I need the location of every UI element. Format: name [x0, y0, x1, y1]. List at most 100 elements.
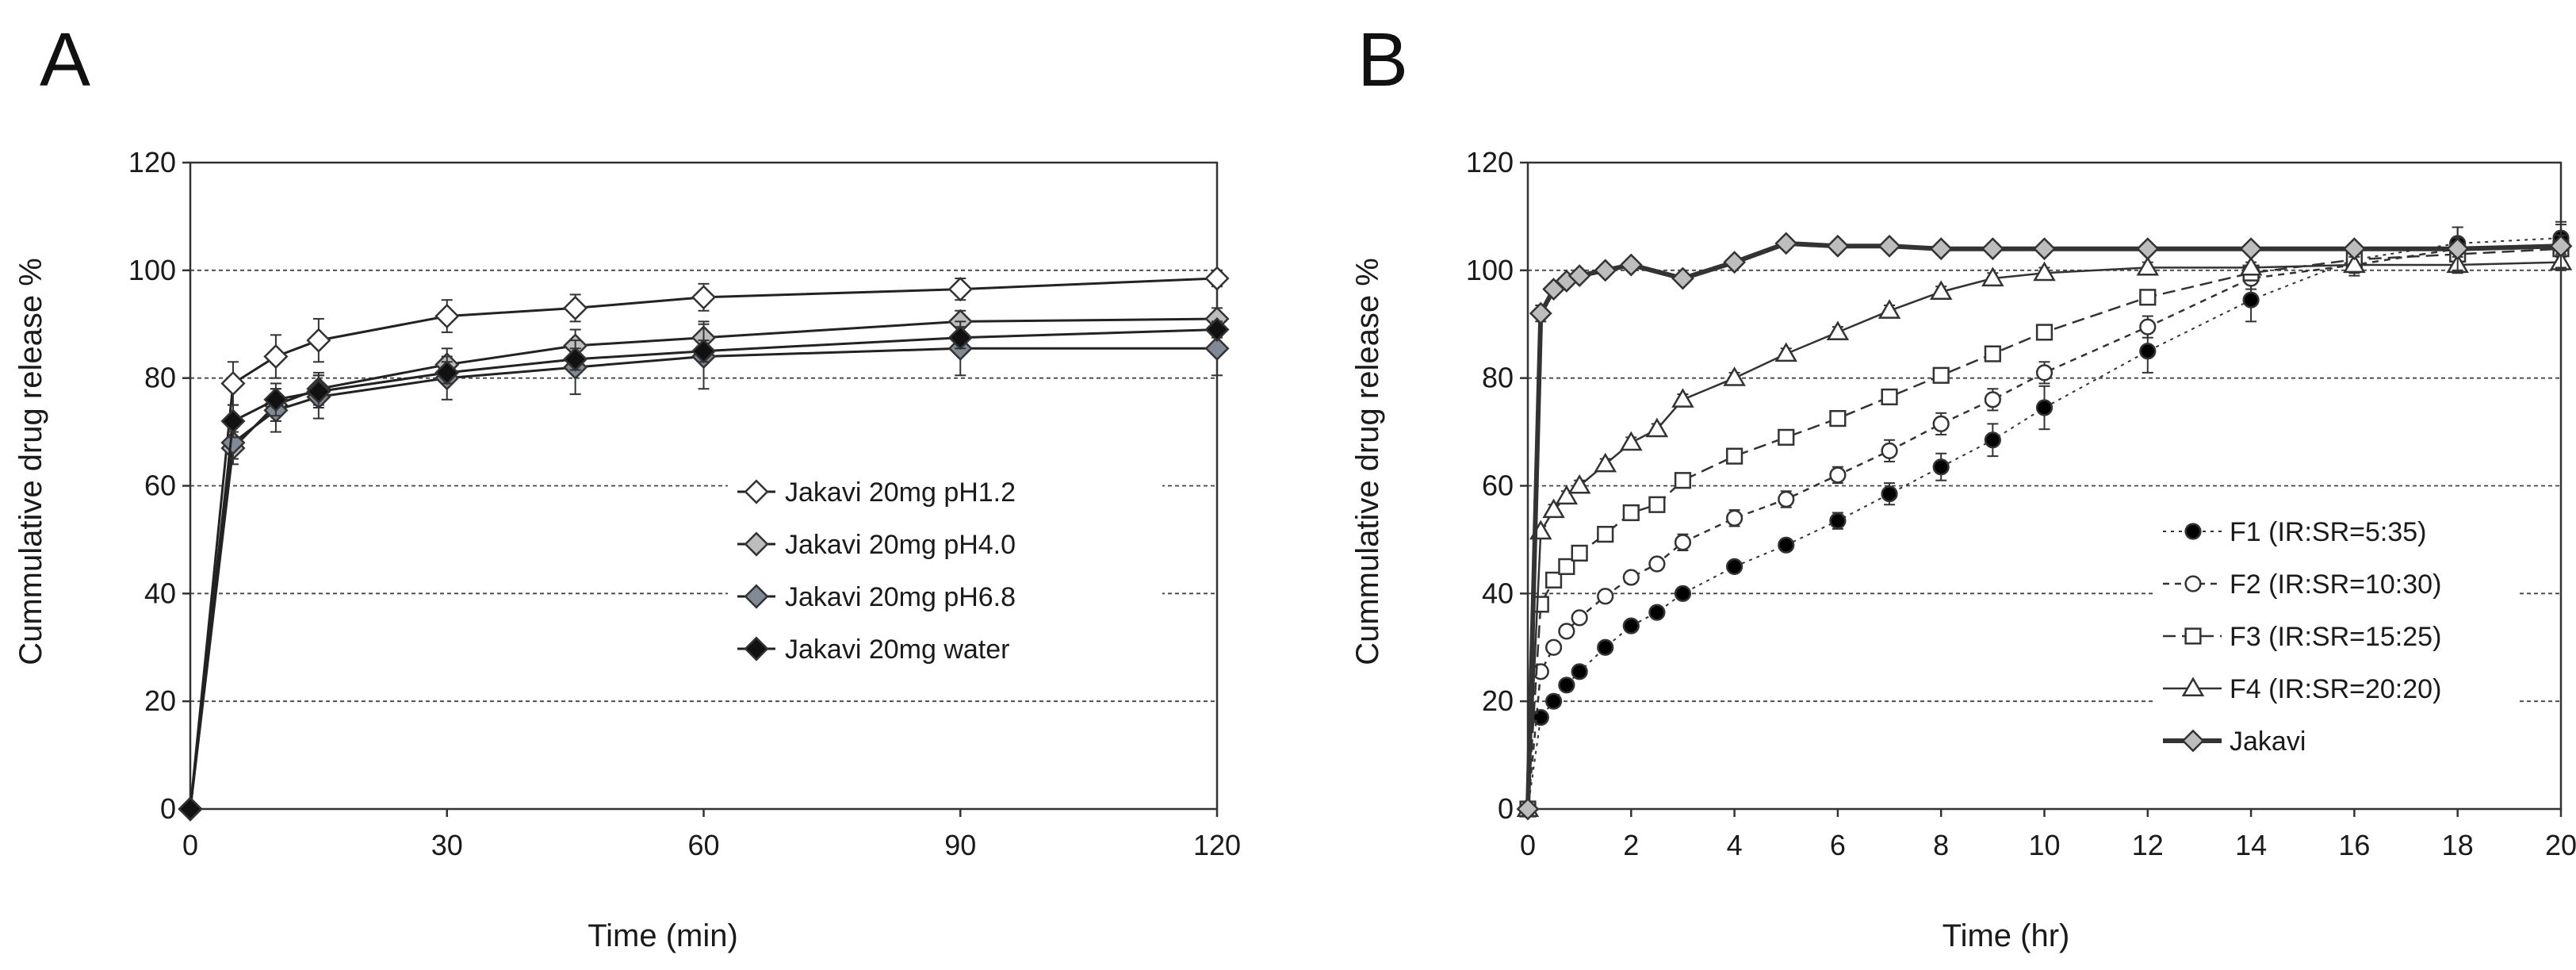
y-tick-label-a: 60	[144, 470, 176, 502]
data-point	[563, 295, 588, 320]
legend-item: Jakavi 20mg pH4.0	[737, 530, 1016, 560]
legend-marker	[2184, 575, 2202, 592]
data-point	[1571, 663, 1588, 681]
data-point	[2035, 324, 2054, 341]
data-point	[1774, 342, 1798, 362]
data-point	[1204, 266, 1230, 291]
x-tick-label-b: 18	[2442, 829, 2474, 861]
data-point	[1881, 388, 1898, 406]
legend-item: Jakavi 20mg water	[737, 635, 1009, 665]
data-point	[1881, 442, 1898, 459]
data-point	[1929, 237, 1953, 261]
y-axis-title-b: Cummulative drug release %	[1350, 258, 1385, 665]
series-a-4	[178, 316, 1230, 822]
legend-marker	[2181, 729, 2205, 753]
x-tick-label-a: 30	[431, 829, 463, 861]
data-point	[1877, 299, 1901, 319]
data-point	[1597, 526, 1614, 543]
y-tick-label-a: 120	[128, 146, 176, 178]
data-point	[1594, 259, 1617, 282]
legend-item: F1 (IR:SR=5:35)	[2163, 517, 2426, 547]
data-point	[1674, 472, 1692, 489]
data-point	[2136, 255, 2160, 276]
y-tick-label-a: 80	[144, 362, 176, 394]
data-point	[306, 328, 331, 353]
data-point	[306, 379, 331, 404]
legend-marker	[744, 479, 769, 504]
data-point	[1516, 797, 1540, 821]
y-tick-label-b: 100	[1466, 254, 1514, 286]
chart-panel-b: B Cummulative drug release % Time (hr) 0…	[1350, 17, 2576, 953]
data-point	[1674, 534, 1692, 551]
legend-label: F2 (IR:SR=10:30)	[2230, 569, 2441, 600]
legend-marker	[2184, 523, 2202, 540]
legend-background	[2153, 497, 2518, 763]
data-point	[1674, 585, 1692, 602]
legend-label: Jakavi 20mg water	[785, 635, 1009, 665]
y-tick-label-b: 120	[1466, 146, 1514, 178]
legend-a: Jakavi 20mg pH1.2 Jakavi 20mg pH4.0 Jakavi…	[728, 457, 1162, 669]
data-point	[1597, 638, 1614, 656]
data-point	[1984, 391, 2001, 408]
data-point	[2139, 343, 2157, 360]
legend-marker	[744, 636, 769, 661]
x-tick-label-b: 10	[2028, 829, 2060, 861]
data-point	[1567, 473, 1591, 494]
data-point	[263, 343, 289, 370]
legend-label: F4 (IR:SR=20:20)	[2230, 674, 2441, 704]
data-point	[2139, 318, 2157, 335]
x-tick-label-b: 2	[1623, 829, 1639, 861]
data-point	[1671, 388, 1694, 408]
legend-label: Jakavi	[2230, 727, 2306, 757]
x-axis-title-b: Time (hr)	[1943, 918, 2070, 953]
data-point	[1723, 251, 1747, 274]
data-point	[1619, 253, 1643, 277]
data-point	[1881, 485, 1898, 503]
legend-b: F1 (IR:SR=5:35) F2 (IR:SR=10:30) F3 (IR:SR…	[2153, 497, 2518, 763]
data-point	[2549, 234, 2573, 258]
data-point	[2239, 255, 2263, 276]
data-point	[1204, 316, 1230, 343]
legend-marker	[2181, 677, 2205, 697]
legend-item: F4 (IR:SR=20:20)	[2163, 674, 2441, 704]
data-point	[947, 325, 973, 351]
data-point	[2035, 399, 2054, 416]
y-tick-label-b: 0	[1498, 792, 1514, 825]
data-point	[2342, 237, 2366, 261]
data-point	[1984, 431, 2001, 449]
data-point	[1929, 280, 1953, 301]
legend-item: Jakavi 20mg pH1.2	[737, 477, 1016, 508]
y-tick-label-a: 40	[144, 577, 176, 609]
y-tick-label-b: 80	[1482, 362, 1514, 394]
data-point	[1544, 638, 1563, 656]
chart-panel-a: A Cummulative drug release % Time (min) …	[13, 17, 1241, 953]
data-point	[1829, 512, 1847, 530]
data-point	[1571, 609, 1588, 627]
data-point	[1558, 558, 1575, 575]
legend-label: F1 (IR:SR=5:35)	[2230, 517, 2426, 547]
data-point	[1981, 266, 2004, 287]
x-tick-label-b: 12	[2132, 829, 2164, 861]
y-tick-label-a: 20	[144, 684, 176, 717]
x-tick-label-a: 0	[182, 829, 198, 861]
data-point	[2239, 237, 2263, 261]
legend-marker	[2184, 627, 2202, 645]
series-b-5	[1516, 224, 2573, 821]
data-point	[1529, 301, 1552, 325]
x-tick-label-b: 8	[1933, 829, 1949, 861]
x-axis-title-a: Time (min)	[588, 918, 738, 953]
data-point	[1555, 485, 1579, 505]
panel-label-a: A	[40, 17, 90, 102]
data-point	[563, 347, 588, 372]
data-point	[220, 370, 246, 397]
data-point	[1648, 604, 1666, 621]
data-point	[2035, 364, 2054, 381]
x-tick-label-b: 4	[1727, 829, 1743, 861]
legend-item: F3 (IR:SR=15:25)	[2163, 622, 2441, 652]
series-layer-b	[1516, 220, 2573, 821]
y-axis-title-a: Cummulative drug release %	[13, 258, 48, 665]
data-point	[1648, 555, 1666, 573]
data-point	[1826, 320, 1850, 340]
data-point	[1723, 366, 1746, 386]
